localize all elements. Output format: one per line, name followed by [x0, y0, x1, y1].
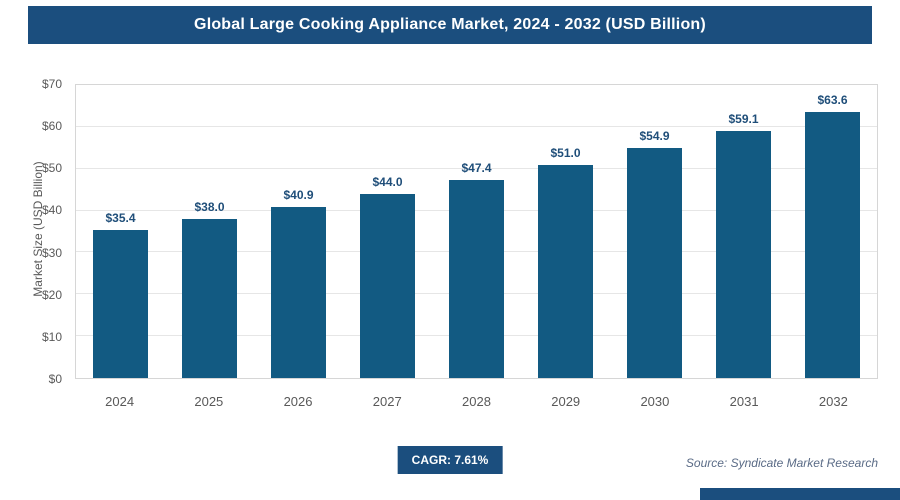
x-tick-label: 2029 [551, 394, 581, 409]
gridline [76, 125, 877, 127]
bar-group-2027: $44.0 [343, 85, 432, 378]
bars-container: $35.4 $38.0 $40.9 $44.0 $47.4 $51.0 $54.9 $59.1… [76, 85, 877, 378]
bar-value-label: $35.4 [105, 210, 136, 225]
y-axis-ticks: $0 $10 $20 $30 $40 $50 $60 $70 [0, 77, 68, 386]
bar-group-2025: $38.0 [165, 85, 254, 378]
bar-value-label: $38.0 [194, 199, 225, 214]
x-tick-label: 2031 [729, 394, 759, 409]
x-tick-label: 2027 [372, 394, 402, 409]
x-tick-label: 2030 [640, 394, 670, 409]
y-tick-label: $50 [41, 161, 62, 176]
x-tick-label: 2024 [105, 394, 135, 409]
y-tick-label: $10 [41, 329, 62, 344]
bar-group-2032: $63.6 [788, 85, 877, 378]
bar [537, 164, 594, 378]
bar [626, 148, 683, 378]
x-tick-label: 2025 [194, 394, 224, 409]
bar-value-label: $51.0 [550, 145, 581, 160]
bar-group-2024: $35.4 [76, 85, 165, 378]
bar [359, 193, 416, 378]
bar [804, 111, 861, 378]
y-tick-label: $40 [41, 203, 62, 218]
bar [92, 229, 149, 378]
y-tick-label: $30 [41, 245, 62, 260]
footer-accent-strip [700, 488, 900, 500]
bar-group-2030: $54.9 [610, 85, 699, 378]
source-attribution: Source: Syndicate Market Research [685, 456, 878, 470]
bar [448, 179, 505, 378]
x-tick-label: 2032 [818, 394, 848, 409]
bar-value-label: $47.4 [461, 160, 492, 175]
bar-group-2029: $51.0 [521, 85, 610, 378]
bar-value-label: $54.9 [639, 129, 670, 144]
bar-value-label: $63.6 [817, 92, 848, 107]
bar-chart: Market Size (USD Billion) $0 $10 $20 $30 $40… [0, 52, 900, 427]
y-tick-label: $20 [41, 287, 62, 302]
chart-title: Global Large Cooking Appliance Market, 2… [194, 16, 706, 33]
bar-group-2028: $47.4 [432, 85, 521, 378]
bar-value-label: $44.0 [372, 174, 403, 189]
bar [181, 218, 238, 378]
bar-value-label: $59.1 [728, 111, 759, 126]
plot-area: $35.4 $38.0 $40.9 $44.0 $47.4 $51.0 $54.9 $59.1… [75, 84, 878, 379]
bar-group-2031: $59.1 [699, 85, 788, 378]
bar [270, 206, 327, 378]
y-tick-label: $0 [48, 372, 62, 386]
y-tick-label: $70 [41, 77, 62, 91]
chart-footer: CAGR: 7.61% Source: Syndicate Market Res… [0, 440, 900, 500]
cagr-badge: CAGR: 7.61% [397, 446, 503, 474]
bar-value-label: $40.9 [283, 187, 314, 202]
bar [715, 130, 772, 378]
chart-title-bar: Global Large Cooking Appliance Market, 2… [28, 6, 872, 44]
x-tick-label: 2026 [283, 394, 313, 409]
y-tick-label: $60 [41, 119, 62, 134]
x-axis-labels: 2024 2025 2026 2027 2028 2029 2030 2031 2032 [75, 394, 878, 409]
bar-group-2026: $40.9 [254, 85, 343, 378]
x-tick-label: 2028 [462, 394, 491, 409]
gridline [76, 167, 877, 169]
